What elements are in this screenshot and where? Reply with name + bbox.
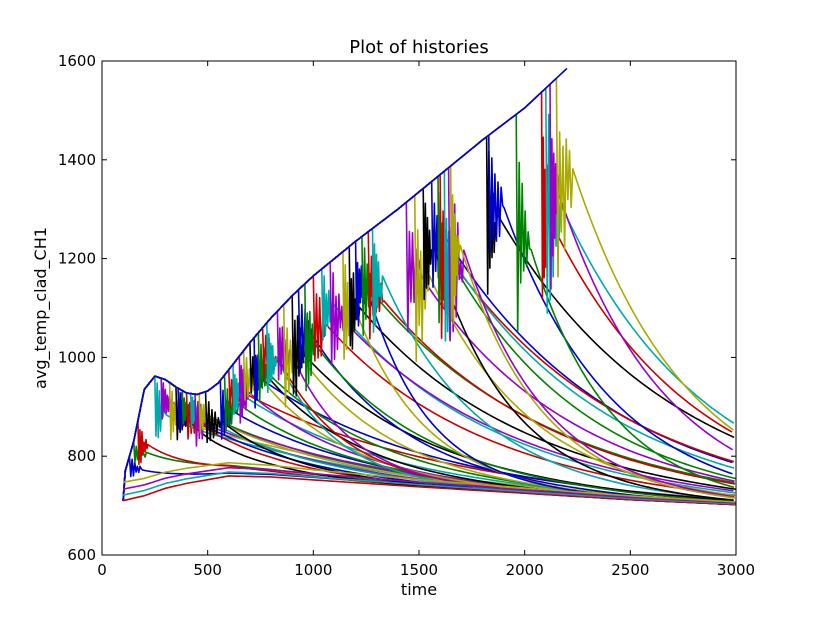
- x-tick-label: 2000: [506, 561, 544, 579]
- x-tick-label: 500: [193, 561, 222, 579]
- series-line: [122, 471, 737, 505]
- y-axis-label: avg_temp_clad_CH1: [31, 227, 51, 389]
- x-tick-label: 1500: [400, 561, 438, 579]
- x-axis-label: time: [401, 580, 437, 599]
- chart-title: Plot of histories: [349, 37, 488, 58]
- series-layer: [122, 67, 737, 506]
- y-tick-label: 800: [67, 447, 96, 465]
- x-tick-label: 3000: [717, 561, 755, 579]
- y-tick-label: 1600: [58, 52, 96, 70]
- x-tick-label: 0: [97, 561, 107, 579]
- series-line: [122, 466, 737, 504]
- y-tick-label: 600: [67, 546, 96, 564]
- y-tick-label: 1400: [58, 151, 96, 169]
- y-tick-label: 1200: [58, 250, 96, 268]
- series-line: [122, 67, 568, 501]
- series-line: [122, 461, 737, 503]
- x-tick-label: 1000: [294, 561, 332, 579]
- y-tick-label: 1000: [58, 348, 96, 366]
- tick-layer: 0 500 1000 1500 2000 2500 3000 600 800 1000 1200 14…: [58, 52, 755, 579]
- series-line: [122, 475, 737, 506]
- x-tick-label: 2500: [611, 561, 649, 579]
